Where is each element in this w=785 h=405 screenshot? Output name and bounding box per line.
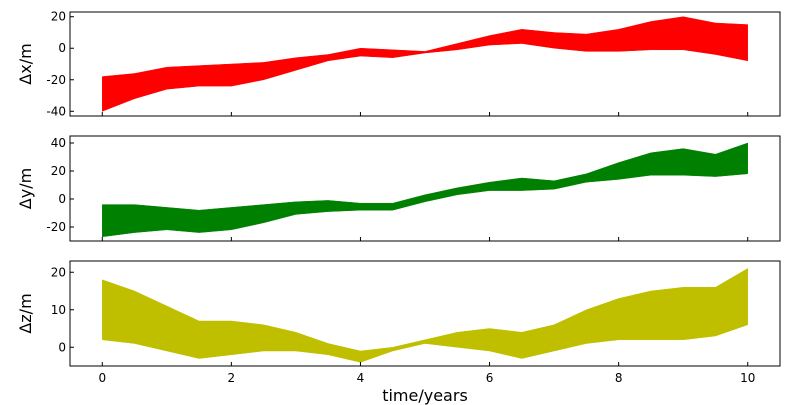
panel-2: -20 0 20 40 Δy/m — [16, 135, 781, 242]
band-series-1-1 — [102, 16, 748, 112]
axes-frame — [69, 260, 781, 367]
y-tick-label: 10 — [51, 303, 66, 317]
axes-frame — [69, 135, 781, 242]
y-tick-label: 20 — [51, 265, 66, 279]
band-series-2-1 — [102, 142, 748, 238]
y-tick-label: 20 — [51, 10, 66, 24]
y-axis-label: Δz/m — [16, 293, 35, 333]
x-tick-label: 8 — [615, 371, 623, 385]
x-tick-label: 2 — [228, 371, 236, 385]
y-tick-label: 20 — [51, 164, 66, 178]
axes-frame — [69, 11, 781, 117]
y-tick-label: 0 — [58, 340, 66, 354]
y-axis-label: Δy/m — [16, 168, 35, 209]
y-tick-label: 0 — [58, 192, 66, 206]
y-tick-label: -20 — [46, 220, 66, 234]
y-tick-label: 40 — [51, 136, 66, 150]
panel-3: 0 10 20 Δz/m 0 2 4 6 8 10 time/years — [16, 260, 781, 405]
y-tick-label: 0 — [58, 41, 66, 55]
y-tick-label: -40 — [46, 104, 66, 118]
x-tick-label: 10 — [740, 371, 755, 385]
x-axis-label: time/years — [382, 386, 468, 405]
y-axis-label: Δx/m — [16, 43, 35, 84]
panel-1: -40 -20 0 20 Δx/m — [16, 10, 781, 118]
x-tick-label: 0 — [98, 371, 106, 385]
x-tick-label: 6 — [486, 371, 494, 385]
band-series-3-1 — [102, 268, 748, 363]
y-tick-label: -20 — [46, 73, 66, 87]
x-tick-label: 4 — [357, 371, 365, 385]
